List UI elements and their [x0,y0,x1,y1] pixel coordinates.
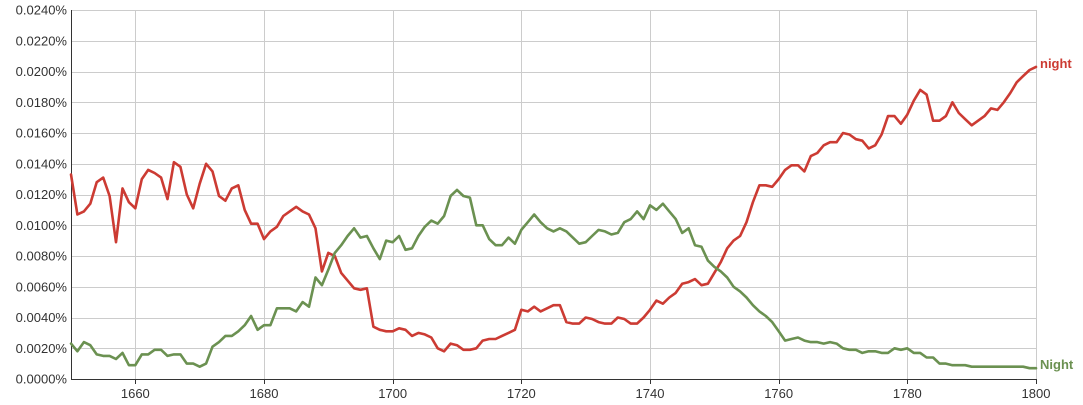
series-line-1[interactable] [69,65,1038,353]
series-label-1: night [1040,56,1072,71]
y-tick-label: 0.0200% [16,64,68,79]
series-layer [69,65,1038,370]
y-tick-label: 0.0100% [16,218,68,233]
x-tick-label: 1700 [378,386,407,401]
x-tick-label: 1720 [507,386,536,401]
y-tick-label: 0.0120% [16,187,68,202]
series-label-2: Night [1040,357,1074,372]
x-tick-label: 1680 [250,386,279,401]
grid-layer [71,10,1037,379]
x-tick-label: 1760 [764,386,793,401]
y-tick-label: 0.0180% [16,95,68,110]
y-tick-label: 0.0160% [16,126,68,141]
y-tick-label: 0.0020% [16,341,68,356]
y-tick-label: 0.0060% [16,279,68,294]
label-layer: night Night [1040,56,1074,372]
x-tick-label: 1780 [893,386,922,401]
x-tick-label: 1660 [121,386,150,401]
y-tick-label: 0.0080% [16,249,68,264]
x-tick-label: 1740 [636,386,665,401]
y-tick-label: 0.0040% [16,310,68,325]
y-tick-label: 0.0220% [16,33,68,48]
series-line-2[interactable] [69,188,1038,370]
y-tick-label: 0.0240% [16,3,68,18]
y-tick-label: 0.0000% [16,372,68,387]
axis-layer: 0.0000% 0.0020% 0.0040% 0.0060% 0.0080% 0.010… [16,3,1051,402]
y-tick-label: 0.0140% [16,156,68,171]
x-tick-label: 1800 [1022,386,1051,401]
